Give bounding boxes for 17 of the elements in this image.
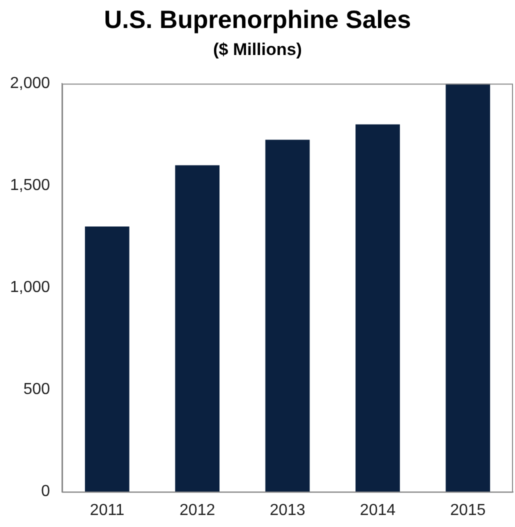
bar xyxy=(84,226,130,492)
y-tick-label: 0 xyxy=(41,483,50,500)
x-tick-label: 2011 xyxy=(90,502,124,519)
x-tick-label: 2015 xyxy=(450,502,486,519)
x-tick-label: 2014 xyxy=(360,502,396,519)
bar xyxy=(446,84,490,492)
y-tick-label: 1,500 xyxy=(10,177,50,194)
y-tick-label: 2,000 xyxy=(10,75,50,92)
y-tick-label: 500 xyxy=(23,381,50,398)
bar xyxy=(265,140,310,492)
chart-title: U.S. Buprenorphine Sales xyxy=(102,6,412,35)
y-tick-label: 1,000 xyxy=(10,279,50,296)
x-tick-label: 2013 xyxy=(270,502,306,519)
bar xyxy=(356,124,400,492)
chart-subtitle: ($ Millions) xyxy=(212,40,303,60)
bar xyxy=(175,165,220,492)
x-tick-label: 2012 xyxy=(180,502,216,519)
